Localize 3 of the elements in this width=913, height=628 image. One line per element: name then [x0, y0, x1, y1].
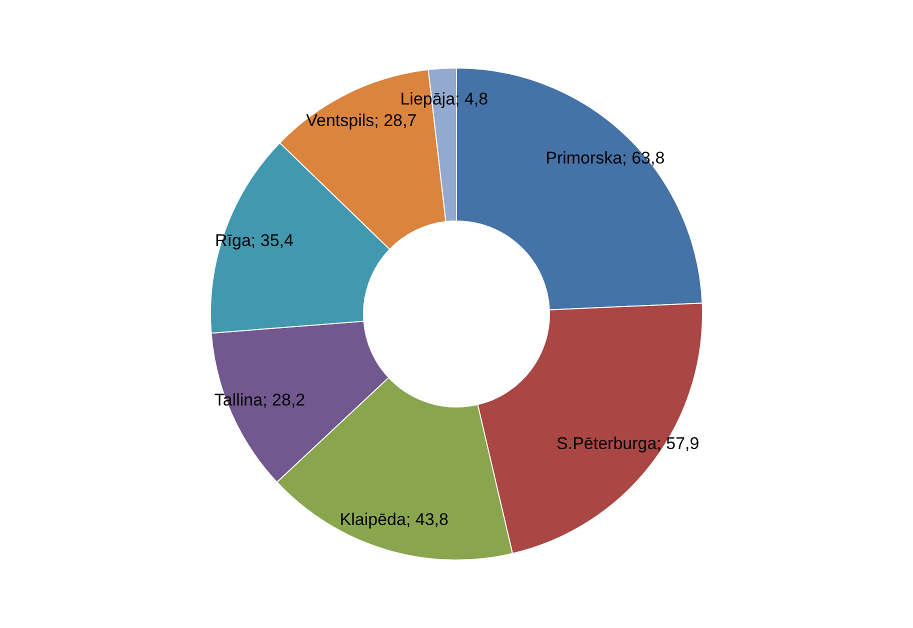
slice-label: Ventspils; 28,7: [306, 111, 417, 130]
slice-label: S.Pēterburga; 57,9: [556, 434, 700, 453]
slice-label: Klaipēda; 43,8: [340, 510, 448, 529]
